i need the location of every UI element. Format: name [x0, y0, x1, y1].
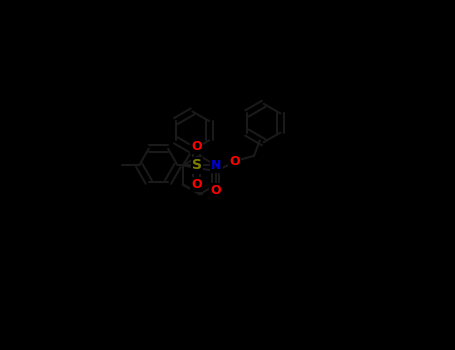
Text: N: N: [211, 159, 222, 172]
Text: O: O: [229, 155, 240, 168]
Text: O: O: [192, 178, 202, 191]
Text: O: O: [210, 184, 221, 197]
Text: O: O: [192, 140, 202, 153]
Text: S: S: [192, 158, 202, 173]
